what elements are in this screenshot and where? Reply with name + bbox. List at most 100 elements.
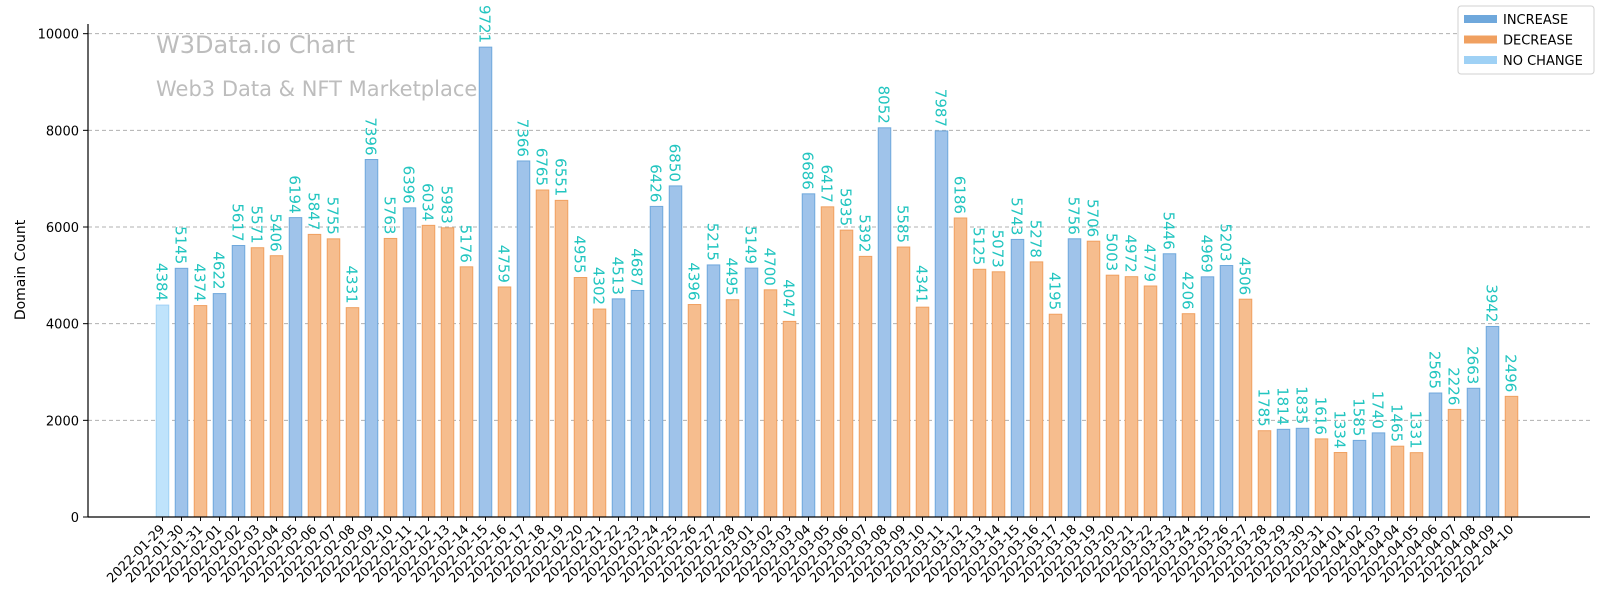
bar-2022-03-14 [991,271,1006,518]
bar-2022-03-05 [820,206,835,518]
data-label-2022-04-10: 2496 [1502,354,1520,392]
data-label-2022-03-03: 4047 [780,279,798,317]
data-label-2022-04-06: 2565 [1426,351,1444,389]
legend: INCREASE DECREASE NO CHANGE [1457,5,1595,75]
bar-2022-04-02 [1352,439,1367,518]
data-label-2022-03-13: 5125 [970,227,988,265]
bar-2022-02-13 [440,227,455,518]
data-label-2022-02-18: 6765 [533,148,551,186]
bar-2022-02-03 [250,247,265,518]
bar-2022-03-18 [1067,238,1082,518]
bar-2022-03-03 [782,320,797,518]
bar-2022-04-08 [1466,387,1481,518]
legend-label-increase: INCREASE [1503,13,1568,28]
data-label-2022-02-22: 4513 [609,257,627,295]
data-label-2022-02-04: 5406 [267,214,285,252]
data-label-2022-02-28: 4495 [723,258,741,296]
data-label-2022-02-01: 4622 [210,251,228,289]
bar-2022-03-23 [1162,253,1177,518]
bar-2022-01-31 [193,305,208,518]
bar-2022-02-18 [535,189,550,518]
data-label-2022-04-04: 1465 [1388,404,1406,442]
data-label-2022-02-19: 6551 [552,158,570,196]
data-label-2022-02-07: 5755 [324,197,342,235]
bar-2022-02-22 [611,298,626,518]
bar-2022-02-16 [497,286,512,518]
chart-title: W3Data.io Chart [156,31,355,59]
y-tick-label: 10000 [38,28,79,43]
bar-2022-02-05 [288,217,303,518]
data-label-2022-02-11: 6396 [400,166,418,204]
data-label-2022-03-07: 5392 [856,214,874,252]
legend-swatch-nochange [1464,56,1497,64]
bar-2022-03-24 [1181,313,1196,518]
data-label-2022-03-04: 6686 [799,152,817,190]
bars-group [155,46,1519,518]
data-label-2022-03-25: 4969 [1198,235,1216,273]
data-label-2022-03-05: 6417 [818,165,836,203]
bar-2022-03-20 [1105,274,1120,518]
data-label-2022-03-26: 5203 [1217,223,1235,261]
data-label-2022-02-17: 7366 [514,119,532,157]
data-label-2022-04-07: 2226 [1445,367,1463,405]
bar-2022-02-26 [687,304,702,518]
data-label-2022-01-29: 4384 [153,263,171,301]
bar-2022-02-20 [573,277,588,518]
data-label-2022-04-08: 2663 [1464,346,1482,384]
bar-2022-03-17 [1048,313,1063,518]
legend-label-decrease: DECREASE [1503,34,1573,49]
y-tick-label: 0 [71,511,79,526]
bar-2022-03-26 [1219,265,1234,518]
bar-2022-03-21 [1124,276,1139,518]
bar-2022-03-13 [972,268,987,518]
bar-2022-02-21 [592,308,607,518]
data-label-2022-02-26: 4396 [685,262,703,300]
legend-swatch-decrease [1464,35,1497,44]
bar-2022-02-23 [630,289,645,518]
data-label-2022-02-13: 5983 [438,186,456,224]
data-label-2022-03-18: 5756 [1065,197,1083,235]
bar-2022-02-10 [383,237,398,518]
data-label-2022-04-09: 3942 [1483,284,1501,322]
bar-2022-02-14 [459,266,474,518]
bar-2022-02-25 [668,185,683,518]
bar-2022-03-06 [839,229,854,518]
data-label-2022-02-16: 4759 [495,245,513,283]
bar-2022-03-15 [1010,238,1025,518]
bar-2022-04-04 [1390,445,1405,518]
data-label-2022-03-15: 5743 [1008,197,1026,235]
y-tick-label: 4000 [46,318,79,333]
y-ticks: 0 2000 4000 6000 8000 10000 [38,28,88,526]
bar-2022-02-19 [554,199,569,518]
data-label-2022-03-14: 5073 [989,230,1007,268]
data-label-2022-03-16: 5278 [1027,220,1045,258]
data-label-2022-04-03: 1740 [1369,391,1387,429]
data-label-2022-04-05: 1331 [1407,410,1425,448]
bar-2022-03-10 [915,306,930,518]
bar-2022-02-09 [364,159,379,518]
data-label-2022-02-20: 4955 [571,235,589,273]
bar-2022-02-02 [231,245,246,518]
y-tick-label: 6000 [46,221,79,236]
data-label-2022-03-12: 6186 [951,176,969,214]
axes [87,24,1590,518]
bar-2022-03-12 [953,217,968,518]
data-label-2022-03-30: 1835 [1293,386,1311,424]
data-label-2022-03-24: 4206 [1179,272,1197,310]
bar-2022-03-27 [1238,298,1253,518]
bar-2022-04-09 [1485,325,1500,518]
bar-2022-04-05 [1409,452,1424,518]
bar-2022-04-01 [1333,452,1348,518]
data-label-2022-02-12: 6034 [419,183,437,221]
bar-2022-02-17 [516,160,531,518]
bar-2022-04-10 [1504,395,1519,518]
y-tick-label: 8000 [46,124,79,139]
bar-2022-02-12 [421,224,436,518]
data-label-2022-03-06: 5935 [837,188,855,226]
data-label-2022-03-10: 4341 [913,265,931,303]
bar-2022-02-11 [402,207,417,518]
bar-2022-03-25 [1200,276,1215,518]
bar-2022-02-07 [326,238,341,518]
bar-2022-04-07 [1447,408,1462,518]
